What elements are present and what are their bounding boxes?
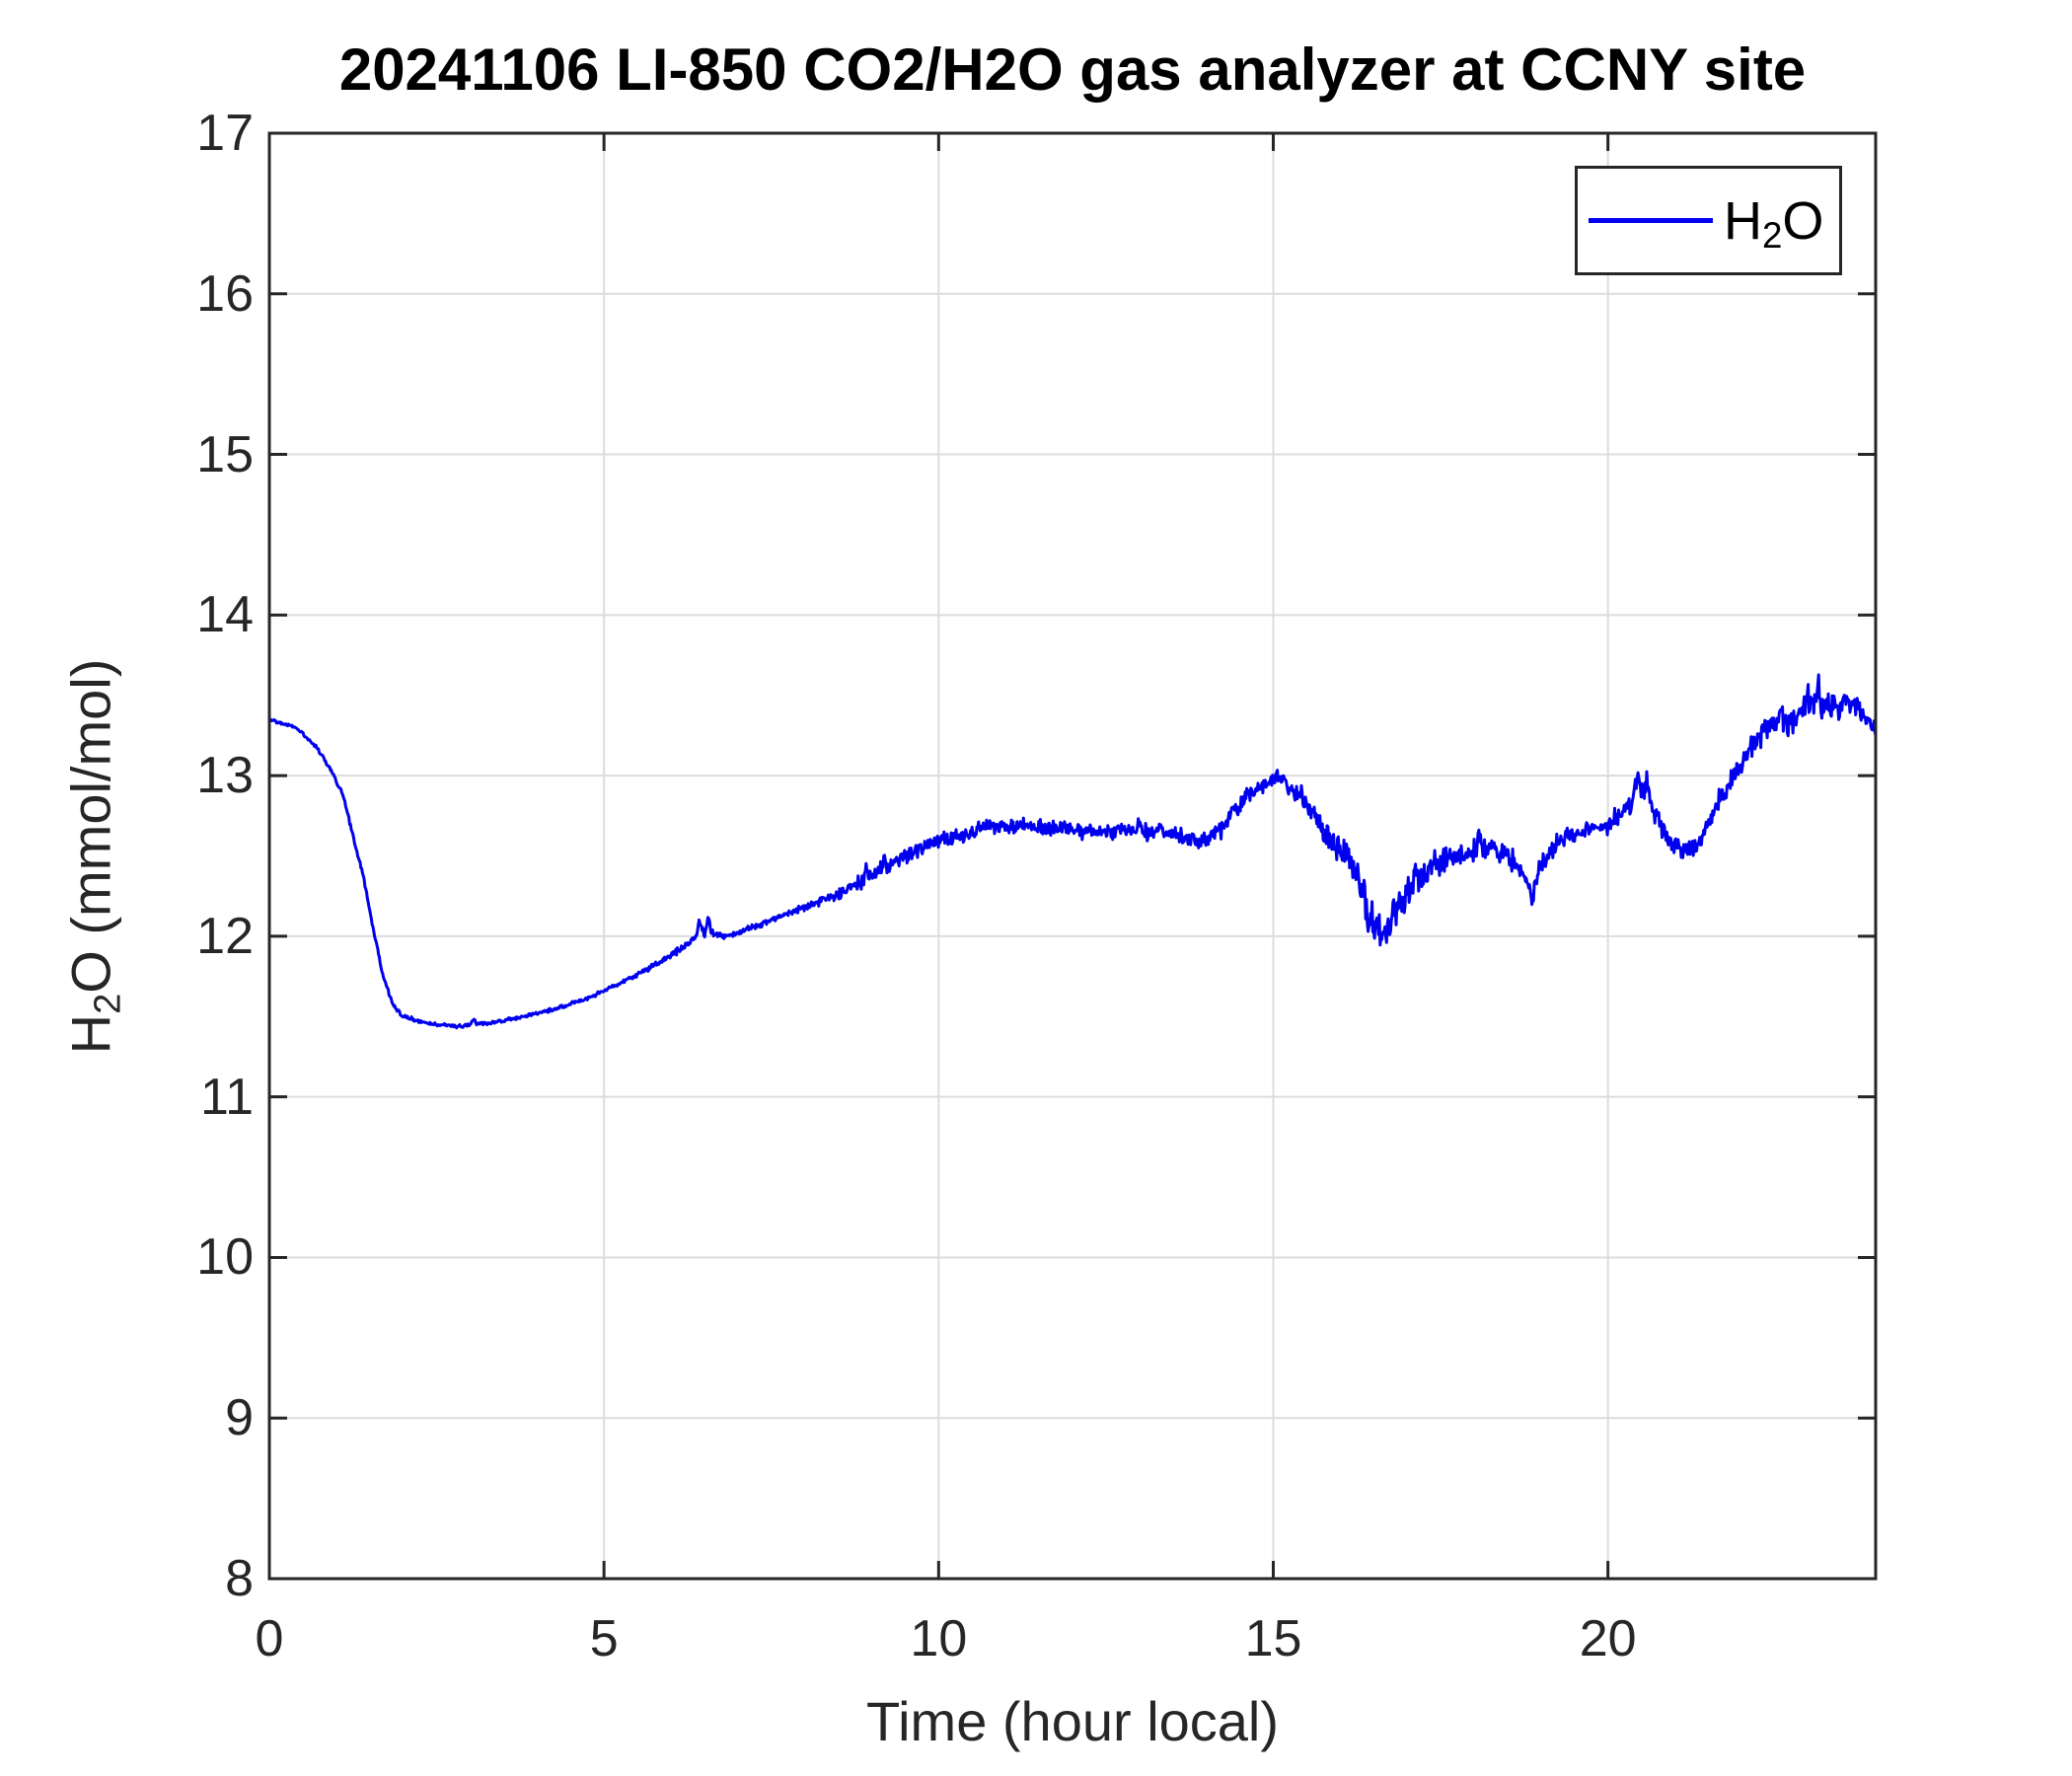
x-tick-label-10: 10	[910, 1610, 968, 1667]
y-axis-label-text: H	[59, 1013, 122, 1055]
y-tick-label-14: 14	[196, 586, 254, 644]
y-tick-label-13: 13	[196, 747, 254, 805]
chart-title: 20241106 LI-850 CO2/H2O gas analyzer at …	[338, 37, 1807, 103]
x-tick-label-20: 20	[1579, 1610, 1637, 1667]
y-tick-label-16: 16	[196, 264, 254, 323]
legend-line-sample	[1589, 218, 1713, 223]
y-tick-label-10: 10	[196, 1228, 254, 1287]
h2o-series-line	[269, 673, 1876, 1030]
x-tick-label-0: 0	[255, 1610, 284, 1667]
y-axis-label-units: O (mmol/mol)	[59, 658, 122, 994]
y-tick-label-15: 15	[196, 425, 254, 483]
legend-label-text: H	[1724, 190, 1762, 251]
x-axis-label: Time (hour local)	[865, 1690, 1280, 1752]
legend-label-subscript: 2	[1762, 214, 1783, 256]
legend-label-end: O	[1782, 190, 1824, 251]
y-tick-label-17: 17	[196, 105, 254, 162]
y-axis-label-subscript: 2	[87, 993, 129, 1014]
y-tick-label-11: 11	[200, 1068, 254, 1126]
plot-border	[267, 131, 1878, 1581]
y-tick-label-9: 9	[225, 1389, 254, 1447]
y-tick-label-12: 12	[196, 907, 254, 965]
y-axis-label: H2O (mmol/mol)	[59, 658, 129, 1055]
legend-entry-h2o: H2O	[1724, 190, 1824, 256]
y-tick-label-8: 8	[225, 1550, 254, 1607]
x-tick-label-5: 5	[589, 1610, 619, 1667]
x-tick-label-15: 15	[1244, 1610, 1302, 1667]
legend: H2O	[1575, 166, 1842, 275]
